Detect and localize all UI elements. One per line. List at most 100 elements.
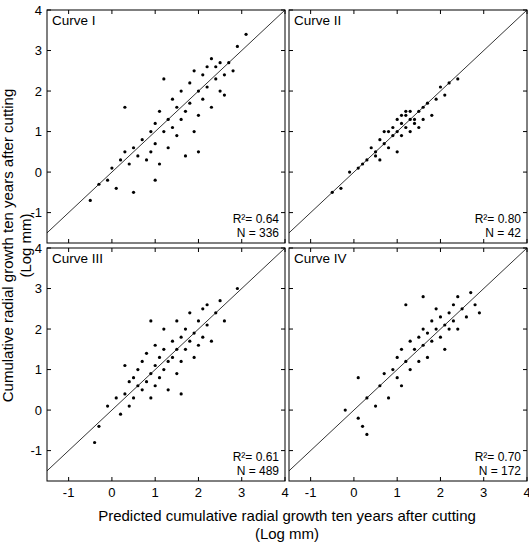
point bbox=[141, 388, 144, 391]
y-tick bbox=[289, 172, 293, 173]
point bbox=[197, 344, 200, 347]
point bbox=[180, 89, 183, 92]
point bbox=[409, 110, 412, 113]
point bbox=[171, 98, 174, 101]
point bbox=[115, 396, 118, 399]
point bbox=[409, 368, 412, 371]
x-tick-label: 1 bbox=[394, 485, 401, 500]
point bbox=[404, 114, 407, 117]
point bbox=[383, 142, 386, 145]
point bbox=[465, 315, 468, 318]
point bbox=[422, 295, 425, 298]
reference-line bbox=[289, 248, 527, 481]
plot-area bbox=[289, 248, 527, 481]
x-tick-label: 2 bbox=[437, 485, 444, 500]
frame bbox=[47, 10, 285, 243]
y-tick bbox=[47, 288, 51, 289]
annotation: R²= 0.61 bbox=[233, 450, 280, 464]
point bbox=[374, 154, 377, 157]
point bbox=[231, 69, 234, 72]
point bbox=[417, 336, 420, 339]
point bbox=[206, 65, 209, 68]
x-tick bbox=[111, 239, 112, 243]
panel: -101234Curve IVR²= 0.70N = 172 bbox=[278, 248, 529, 500]
point bbox=[227, 61, 230, 64]
point bbox=[123, 150, 126, 153]
point bbox=[409, 130, 412, 133]
point bbox=[430, 114, 433, 117]
point bbox=[370, 146, 373, 149]
point bbox=[387, 146, 390, 149]
point bbox=[123, 392, 126, 395]
y-tick-label: 2 bbox=[35, 322, 42, 337]
point bbox=[162, 348, 165, 351]
point bbox=[223, 93, 226, 96]
point bbox=[426, 331, 429, 334]
point bbox=[387, 130, 390, 133]
point bbox=[162, 77, 165, 80]
point bbox=[149, 372, 152, 375]
point bbox=[452, 319, 455, 322]
x-tick-label: 0 bbox=[108, 485, 115, 500]
point bbox=[184, 348, 187, 351]
point bbox=[158, 162, 161, 165]
x-tick-label: -1 bbox=[305, 485, 317, 500]
x-tick bbox=[68, 477, 69, 481]
point bbox=[223, 73, 226, 76]
point bbox=[167, 388, 170, 391]
point bbox=[123, 106, 126, 109]
y-tick-label: 0 bbox=[35, 403, 42, 418]
point bbox=[452, 303, 455, 306]
point bbox=[417, 360, 420, 363]
point bbox=[136, 384, 139, 387]
point bbox=[214, 77, 217, 80]
point bbox=[162, 368, 165, 371]
point bbox=[448, 311, 451, 314]
x-tick bbox=[155, 239, 156, 243]
x-tick-label: 4 bbox=[523, 485, 529, 500]
frame bbox=[47, 248, 285, 481]
x-tick bbox=[440, 239, 441, 243]
y-tick-label: 0 bbox=[35, 165, 42, 180]
point bbox=[400, 134, 403, 137]
y-tick bbox=[289, 131, 293, 132]
y-tick bbox=[47, 131, 51, 132]
point bbox=[184, 154, 187, 157]
point bbox=[435, 327, 438, 330]
figure: -101234Curve IR²= 0.64N = 336Curve IIR²=… bbox=[0, 0, 529, 544]
point bbox=[149, 396, 152, 399]
plot-area bbox=[47, 10, 285, 243]
point bbox=[197, 89, 200, 92]
point bbox=[128, 404, 131, 407]
annotation: N = 336 bbox=[237, 226, 280, 240]
x-tick bbox=[353, 477, 354, 481]
point bbox=[180, 336, 183, 339]
x-tick bbox=[241, 248, 242, 252]
y-tick bbox=[523, 50, 527, 51]
x-tick bbox=[353, 248, 354, 252]
y-tick-label: 3 bbox=[35, 281, 42, 296]
panel-title: Curve III bbox=[52, 251, 103, 266]
point bbox=[149, 130, 152, 133]
x-tick bbox=[198, 477, 199, 481]
point bbox=[201, 307, 204, 310]
point bbox=[365, 158, 368, 161]
point bbox=[128, 380, 131, 383]
point bbox=[331, 191, 334, 194]
plot-area bbox=[47, 248, 285, 481]
point bbox=[132, 191, 135, 194]
panel-title: Curve II bbox=[294, 13, 341, 28]
point bbox=[361, 425, 364, 428]
point bbox=[188, 311, 191, 314]
point bbox=[158, 110, 161, 113]
point bbox=[417, 110, 420, 113]
point bbox=[218, 299, 221, 302]
point bbox=[197, 150, 200, 153]
point bbox=[430, 319, 433, 322]
reference-line bbox=[289, 10, 527, 243]
point bbox=[167, 118, 170, 121]
x-tick bbox=[198, 248, 199, 252]
panel-title: Curve IV bbox=[294, 251, 347, 266]
point bbox=[409, 340, 412, 343]
point bbox=[430, 340, 433, 343]
